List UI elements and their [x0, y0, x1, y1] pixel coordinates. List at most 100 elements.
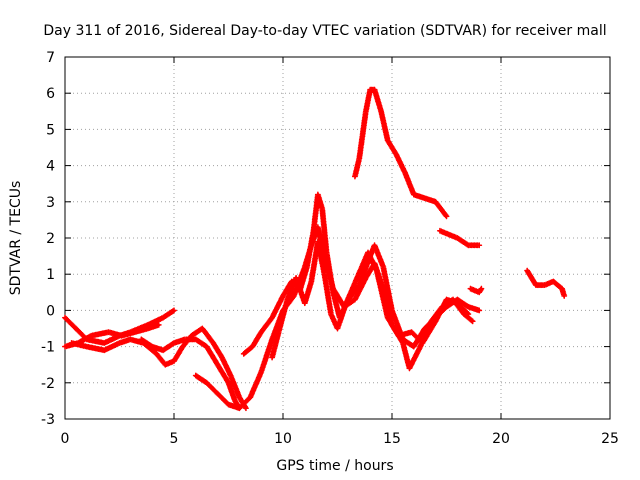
y-tick-label: 4: [46, 159, 55, 175]
data-point: [476, 307, 483, 314]
y-tick-label: -3: [41, 412, 55, 428]
interpolated-point: [219, 355, 233, 378]
interpolated-point: [63, 315, 78, 331]
y-tick-label: 1: [46, 267, 55, 283]
interpolated-point: [211, 341, 225, 360]
series-11: [524, 267, 568, 299]
interpolated-point: [215, 391, 231, 407]
interpolated-point: [269, 294, 286, 320]
interpolated-point: [102, 340, 122, 353]
interpolated-point: [315, 225, 328, 258]
axis-ticks: [64, 56, 611, 420]
series-10: [467, 285, 485, 296]
interpolated-point: [146, 315, 165, 328]
y-tick-label: 0: [46, 303, 55, 319]
series-3: [68, 325, 249, 412]
x-tick-label: 5: [170, 431, 179, 447]
interpolated-point: [356, 254, 373, 287]
x-tick-labels: 0 5 10 15 20 25: [61, 431, 619, 447]
interpolated-point: [323, 251, 336, 294]
data-point: [476, 242, 483, 249]
interpolated-point: [335, 301, 349, 330]
interpolated-point: [226, 381, 238, 403]
x-tick-label: 15: [383, 431, 401, 447]
interpolated-point: [302, 279, 314, 305]
y-tick-label: 5: [46, 122, 55, 138]
interpolated-point: [269, 330, 282, 359]
interpolated-point: [276, 298, 290, 334]
interpolated-point: [319, 207, 330, 254]
interpolated-point: [372, 243, 386, 269]
x-axis-label: GPS time / hours: [276, 458, 393, 474]
y-tick-label: 7: [46, 50, 55, 66]
interpolated-point: [215, 363, 231, 385]
y-tick-label: 6: [46, 86, 55, 102]
y-tick-label: -2: [41, 376, 55, 392]
interpolated-point: [241, 344, 255, 356]
data-point: [478, 285, 485, 292]
interpolated-point: [171, 344, 185, 363]
interpolated-point: [204, 344, 220, 367]
data-point: [465, 311, 472, 318]
interpolated-point: [402, 171, 417, 197]
data-point: [561, 292, 568, 299]
y-tick-labels: -3 -2 -1 0 1 2 3 4 5 6 7: [41, 50, 55, 428]
interpolated-point: [462, 311, 475, 324]
x-tick-label: 25: [601, 431, 619, 447]
interpolated-point: [407, 345, 423, 370]
interpolated-point: [161, 308, 176, 320]
interpolated-point: [315, 240, 328, 276]
chart-title: Day 311 of 2016, Sidereal Day-to-day VTE…: [43, 23, 606, 39]
interpolated-point: [365, 250, 380, 273]
interpolated-point: [228, 374, 242, 399]
x-tick-label: 0: [61, 431, 70, 447]
interpolated-point: [280, 279, 294, 298]
interpolated-point: [237, 395, 253, 411]
data-point: [443, 213, 450, 220]
interpolated-point: [304, 229, 317, 269]
interpolated-point: [139, 337, 154, 349]
interpolated-point: [161, 340, 176, 353]
interpolated-point: [551, 279, 564, 291]
series-8: [351, 86, 450, 220]
interpolated-point: [204, 380, 220, 396]
grid-lines: [65, 57, 610, 419]
interpolated-point: [258, 337, 275, 374]
interpolated-point: [89, 329, 111, 339]
interpolated-point: [352, 276, 369, 302]
interpolated-point: [476, 286, 484, 295]
interpolated-point: [363, 88, 373, 113]
interpolated-point: [85, 343, 106, 353]
interpolated-point: [194, 337, 209, 349]
interpolated-point: [374, 269, 391, 320]
interpolated-point: [247, 370, 264, 399]
interpolated-point: [385, 138, 399, 157]
interpolated-point: [385, 315, 401, 338]
interpolated-point: [250, 330, 264, 349]
data-point: [242, 405, 249, 412]
interpolated-point: [372, 88, 384, 113]
y-axis-label: SDTVAR / TECUs: [8, 181, 24, 296]
x-tick-label: 20: [492, 431, 510, 447]
interpolated-point: [352, 156, 362, 178]
interpolated-point: [200, 326, 216, 345]
interpolated-point: [380, 265, 395, 312]
interpolated-point: [455, 235, 471, 248]
interpolated-point: [433, 200, 449, 219]
series-9: [436, 227, 483, 249]
x-tick-label: 10: [274, 431, 292, 447]
interpolated-point: [394, 153, 408, 175]
interpolated-point: [343, 276, 360, 305]
interpolated-point: [455, 301, 471, 316]
interpolated-point: [378, 109, 391, 142]
data-points: [62, 86, 568, 412]
series-7: [269, 238, 472, 361]
data-point: [155, 321, 162, 328]
y-tick-label: 2: [46, 231, 55, 247]
data-point: [469, 318, 476, 325]
y-tick-label: -1: [41, 340, 55, 356]
interpolated-point: [433, 297, 449, 323]
data-point: [171, 307, 177, 314]
interpolated-point: [356, 109, 369, 160]
